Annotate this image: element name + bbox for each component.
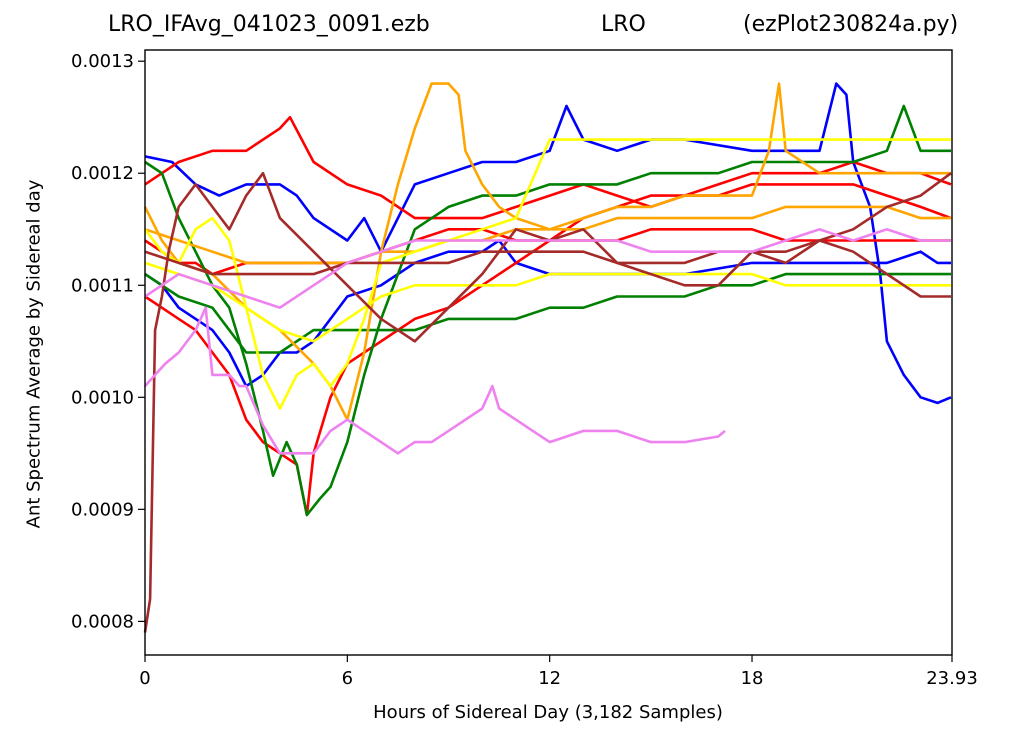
x-axis-label: Hours of Sidereal Day (3,182 Samples) xyxy=(373,702,723,723)
y-tick-label: 0.0012 xyxy=(71,163,134,184)
y-axis: 0.0008 0.0009 0.0010 0.0011 0.0012 0.0013 xyxy=(71,51,145,632)
series-line-9 xyxy=(145,207,951,263)
y-tick-label: 0.0013 xyxy=(71,51,134,72)
series-line-4 xyxy=(145,162,951,515)
y-axis-label: Ant Spectrum Average by Sidereal day xyxy=(24,180,45,529)
x-tick-label: 23.93 xyxy=(926,668,978,689)
series-line-6 xyxy=(145,106,951,515)
x-tick-label: 12 xyxy=(538,668,561,689)
y-tick-label: 0.0011 xyxy=(71,275,134,296)
x-axis: 0 6 12 18 23.93 xyxy=(139,655,977,689)
series-layer xyxy=(145,84,951,633)
y-tick-label: 0.0009 xyxy=(71,499,134,520)
x-tick-label: 6 xyxy=(342,668,353,689)
x-tick-label: 18 xyxy=(741,668,764,689)
series-line-13 xyxy=(145,241,951,297)
series-line-3 xyxy=(145,117,951,218)
x-tick-label: 0 xyxy=(139,668,150,689)
y-tick-label: 0.0010 xyxy=(71,387,134,408)
y-tick-label: 0.0008 xyxy=(71,611,134,632)
